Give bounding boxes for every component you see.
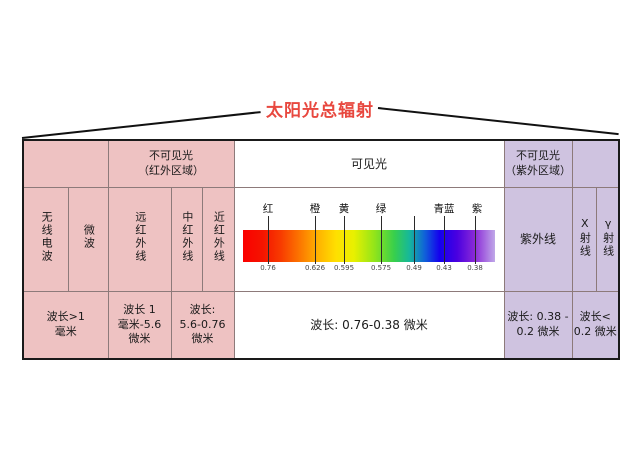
band-far-infrared-label: 远红外线 xyxy=(133,211,147,264)
wavelength-mid-near-infrared: 波长: 5.6-0.76 微米 xyxy=(170,291,235,360)
wavelength-xray-gamma: 波长< 0.2 微米 xyxy=(571,291,621,360)
spectrum-tick-5 xyxy=(444,215,446,264)
group-header-ultraviolet-line1: 不可见光 xyxy=(516,149,561,163)
spectrum-tick-3 xyxy=(381,215,383,264)
wavelength-ultraviolet: 波长: 0.38 -0.2 微米 xyxy=(503,291,573,360)
wavelength-radio-microwave: 波长>1 毫米 xyxy=(22,291,109,360)
band-radio-wave-label: 无线电波 xyxy=(40,211,54,264)
band-ultraviolet: 紫外线 xyxy=(503,187,573,292)
spectrum-gradient-bar xyxy=(243,229,496,262)
band-x-ray-label: X射线 xyxy=(578,216,592,258)
band-gamma-ray: γ射线 xyxy=(595,187,621,292)
group-header-infrared-line1: 不可见光 xyxy=(149,149,193,163)
wavelength-far-infrared: 波长 1 毫米-5.6 微米 xyxy=(107,291,172,360)
spectrum-color-label-green: 绿 xyxy=(375,202,387,215)
spectrum-table: 不可见光 （红外区域） 可见光 不可见光 （紫外区域） 无线电波 微波 远红外线… xyxy=(22,139,621,360)
group-header-ultraviolet: 不可见光 （紫外区域） xyxy=(503,139,573,188)
chart-title-area: 太阳光总辐射 xyxy=(0,96,640,142)
group-header-infrared-line2: （红外区域） xyxy=(138,164,204,177)
spectrum-wl-label-3: 0.575 xyxy=(370,263,392,272)
wavelength-mid-near-infrared-text: 波长: 5.6-0.76 微米 xyxy=(179,302,226,346)
visible-spectrum-panel: 红 橙 黄 绿 青蓝 紫 0.76 0.626 0.595 0.575 0.49… xyxy=(235,188,504,291)
spectrum-color-label-orange: 橙 xyxy=(309,202,321,215)
wavelength-far-infrared-text: 波长 1 毫米-5.6 微米 xyxy=(117,302,162,346)
wavelength-visible: 波长: 0.76-0.38 微米 xyxy=(233,291,505,360)
band-mid-infrared-label: 中红外线 xyxy=(180,211,194,264)
band-radio-wave: 无线电波 xyxy=(22,187,69,292)
band-x-ray: X射线 xyxy=(571,187,597,292)
spectrum-tick-2 xyxy=(344,215,346,264)
spectrum-graphic: 红 橙 黄 绿 青蓝 紫 0.76 0.626 0.595 0.575 0.49… xyxy=(243,202,496,278)
wavelength-ultraviolet-text: 波长: 0.38 -0.2 微米 xyxy=(507,310,569,338)
wavelength-radio-microwave-text: 波长>1 毫米 xyxy=(46,310,85,338)
table-row-group-header: 不可见光 （红外区域） 可见光 不可见光 （紫外区域） xyxy=(22,139,621,188)
spectrum-wl-label-6: 0.38 xyxy=(467,263,483,272)
spectrum-tick-1 xyxy=(315,215,317,264)
band-near-infrared: 近红外线 xyxy=(201,187,235,292)
band-near-infrared-label: 近红外线 xyxy=(212,211,226,264)
spectrum-tick-0 xyxy=(268,215,270,264)
wavelength-xray-gamma-text: 波长< 0.2 微米 xyxy=(573,310,617,338)
spectrum-wl-label-4: 0.49 xyxy=(406,263,422,272)
group-header-infrared: 不可见光 （红外区域） xyxy=(107,139,235,188)
band-far-infrared: 远红外线 xyxy=(107,187,172,292)
spectrum-tick-6 xyxy=(475,215,477,264)
spectrum-wl-label-1: 0.626 xyxy=(304,263,326,272)
spectrum-wl-label-0: 0.76 xyxy=(260,263,276,272)
spectrum-tick-4 xyxy=(414,215,416,264)
group-header-ultraviolet-line2: （紫外区域） xyxy=(505,164,572,177)
band-microwave-label: 微波 xyxy=(82,224,96,251)
group-header-visible: 可见光 xyxy=(233,139,505,188)
visible-spectrum-cell: 红 橙 黄 绿 青蓝 紫 0.76 0.626 0.595 0.575 0.49… xyxy=(233,187,505,292)
spectrum-wl-label-2: 0.595 xyxy=(333,263,355,272)
band-microwave: 微波 xyxy=(67,187,109,292)
spectrum-wl-label-5: 0.43 xyxy=(436,263,452,272)
table-row-band-names: 无线电波 微波 远红外线 中红外线 近红外线 xyxy=(22,187,621,292)
spectrum-color-label-yellow: 黄 xyxy=(338,202,350,215)
band-mid-infrared: 中红外线 xyxy=(170,187,203,292)
table-row-wavelengths: 波长>1 毫米 波长 1 毫米-5.6 微米 波长: 5.6-0.76 微米 波长: 0.… xyxy=(22,291,621,360)
spectrum-color-label-cyanblue: 青蓝 xyxy=(433,202,455,215)
page-title: 太阳光总辐射 xyxy=(266,101,374,121)
spectrum-color-label-violet: 紫 xyxy=(471,202,483,215)
band-gamma-ray-label: γ射线 xyxy=(601,216,615,258)
group-header-blank-right xyxy=(571,139,621,188)
group-header-blank-left xyxy=(22,139,109,188)
spectrum-color-label-red: 红 xyxy=(262,202,274,215)
